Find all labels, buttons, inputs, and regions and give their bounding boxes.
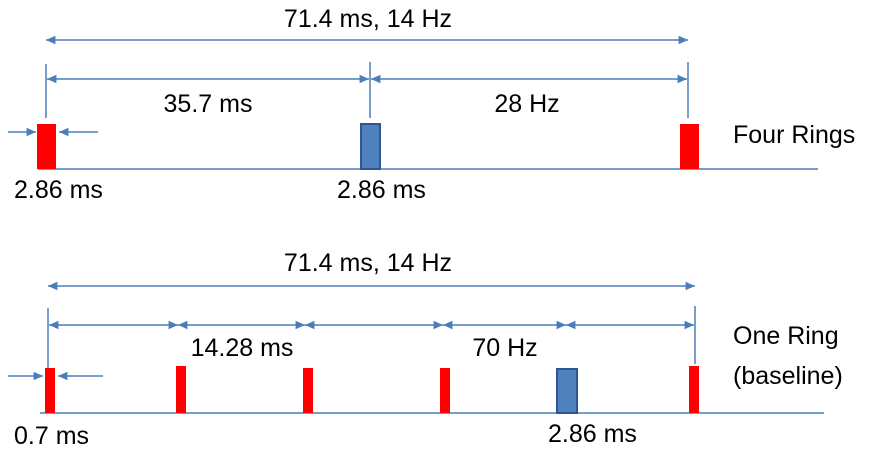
one-ring-pulse-blue <box>556 368 578 414</box>
four-rings-pulse-width-mid-label: 2.86 ms <box>337 176 426 204</box>
one-ring-pulse-red-5 <box>689 366 699 413</box>
one-ring-row-label-line1: One Ring <box>733 322 839 350</box>
four-rings-pulse-width-left-label: 2.86 ms <box>14 176 103 204</box>
four-rings-pulse-red-left <box>37 124 56 169</box>
one-ring-pulse-red-3 <box>303 368 313 413</box>
four-rings-section: 71.4 ms, 14 Hz 35.7 ms 28 Hz 2.86 ms 2.8… <box>8 5 855 204</box>
four-rings-half-label: 35.7 ms <box>164 90 253 118</box>
one-ring-pulse-red-4 <box>440 368 450 413</box>
one-ring-pulse-width-left-label: 0.7 ms <box>14 422 89 450</box>
four-rings-pulse-red-right <box>680 124 699 169</box>
one-ring-pulse-red-1 <box>45 368 55 413</box>
one-ring-pulse-width-blue-label: 2.86 ms <box>548 420 637 448</box>
one-ring-pulse-red-2 <box>176 366 186 413</box>
one-ring-freq-label: 70 Hz <box>472 334 537 362</box>
one-ring-section: 71.4 ms, 14 Hz 14.28 ms 70 Hz 0.7 ms 2.8… <box>8 249 843 450</box>
four-rings-total-label: 71.4 ms, 14 Hz <box>284 5 452 33</box>
one-ring-row-label-line2: (baseline) <box>733 362 843 390</box>
four-rings-row-label: Four Rings <box>733 121 855 149</box>
four-rings-freq-label: 28 Hz <box>494 90 559 118</box>
one-ring-interval-label: 14.28 ms <box>191 334 294 362</box>
one-ring-total-label: 71.4 ms, 14 Hz <box>284 249 452 277</box>
four-rings-pulse-blue-mid <box>360 123 381 170</box>
